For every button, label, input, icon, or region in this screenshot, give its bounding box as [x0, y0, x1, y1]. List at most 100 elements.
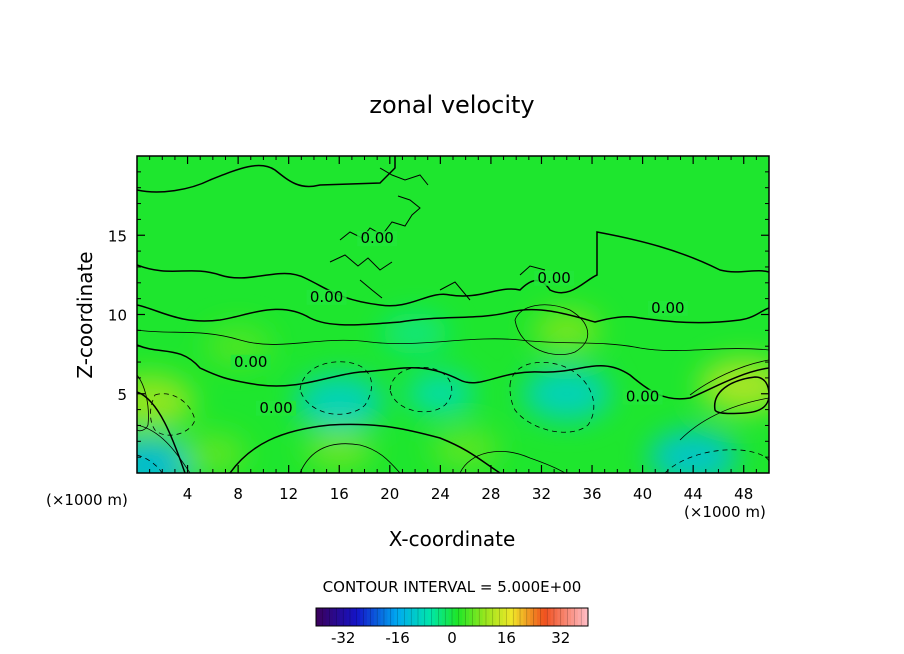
- colorbar-cell: [554, 608, 558, 626]
- colorbar: -32 -16 0 16 32: [315, 607, 589, 647]
- colorbar-cell: [418, 608, 422, 626]
- colorbar-cell: [326, 608, 331, 626]
- velocity-blob: [295, 374, 384, 429]
- colorbar-cell: [557, 608, 562, 626]
- colorbar-cell: [530, 608, 535, 626]
- colorbar-cell: [571, 608, 575, 626]
- colorbar-cell: [455, 608, 460, 626]
- colorbar-cell: [537, 608, 541, 626]
- colorbar-cell: [584, 608, 589, 626]
- colorbar-cell: [350, 608, 354, 626]
- colorbar-cell: [560, 608, 565, 626]
- colorbar-cell: [452, 608, 456, 626]
- x-tick-label: 12: [279, 485, 298, 503]
- colorbar-cell: [390, 608, 395, 626]
- negative-contour-2: [389, 366, 453, 413]
- velocity-blob: [179, 433, 247, 473]
- velocity-blob: [305, 428, 374, 471]
- colorbar-cell: [577, 608, 582, 626]
- negative-contour-1: [299, 361, 372, 415]
- x-tick-label: 4: [183, 485, 193, 503]
- colorbar-cell: [360, 608, 365, 626]
- negative-contours: [137, 361, 769, 473]
- colorbar-cell: [486, 608, 490, 626]
- colorbar-cell: [438, 608, 443, 626]
- negative-contour-5: [137, 454, 163, 473]
- colorbar-cell: [397, 608, 402, 626]
- zero-contour-bottom: [137, 344, 769, 400]
- colorbar-cell: [428, 608, 433, 626]
- colorbar-cell: [316, 608, 320, 626]
- colorbar-tick-label: 32: [551, 629, 570, 647]
- colorbar-tick-label: 0: [447, 629, 457, 647]
- x-tick-label: 36: [582, 485, 601, 503]
- colorbar-cell: [564, 608, 569, 626]
- contour-interval-text: CONTOUR INTERVAL = 5.000E+00: [323, 578, 582, 596]
- x-tick-label: 24: [431, 485, 450, 503]
- x-tick-label: 40: [633, 485, 652, 503]
- colorbar-cell: [479, 608, 484, 626]
- colorbar-cell: [435, 608, 439, 626]
- colorbar-tick-label: -16: [385, 629, 410, 647]
- contour-noise-b: [329, 254, 546, 301]
- velocity-blob: [532, 309, 601, 352]
- colorbar-cell: [475, 608, 480, 626]
- contour-label-bg: [256, 400, 297, 416]
- colorbar-cell: [411, 608, 416, 626]
- colorbar-cell: [533, 608, 538, 626]
- colorbar-cell: [387, 608, 392, 626]
- colorbar-cell: [370, 608, 375, 626]
- x-unit-left: (×1000 m): [46, 491, 128, 509]
- colorbar-cell: [523, 608, 528, 626]
- colorbar-cell: [377, 608, 382, 626]
- contour-thin-a: [137, 329, 769, 351]
- colorbar-cell: [513, 608, 518, 626]
- colorbar-cell: [458, 608, 463, 626]
- x-tick-label: 48: [734, 485, 753, 503]
- y-tick-label: 10: [108, 307, 127, 325]
- velocity-blob: [406, 372, 475, 415]
- y-axis-label: Z-coordinate: [73, 251, 97, 378]
- contour-label-bg: [230, 354, 271, 370]
- contour-label: 0.00: [360, 229, 393, 247]
- colorbar-cell: [503, 608, 507, 626]
- colorbar-cell: [448, 608, 453, 626]
- colorbar-cell: [339, 608, 344, 626]
- contour-label-bg: [306, 289, 347, 305]
- x-tick-label: 8: [233, 485, 243, 503]
- contour-label: 0.00: [537, 269, 570, 287]
- colorbar-cell: [540, 608, 545, 626]
- colorbar-cell: [441, 608, 446, 626]
- colorbar-cell: [322, 608, 327, 626]
- colorbar-tick-label: -32: [331, 629, 356, 647]
- colorbar-cell: [574, 608, 579, 626]
- x-tick-label: 32: [532, 485, 551, 503]
- zero-contour-middle: [137, 231, 769, 307]
- negative-contour-6: [150, 393, 196, 436]
- colorbar-cell: [482, 608, 487, 626]
- colorbar-cell: [581, 608, 586, 626]
- colorbar-cell: [516, 608, 521, 626]
- colorbar-cell: [329, 608, 334, 626]
- colorbar-cell: [424, 608, 429, 626]
- colorbar-cell: [407, 608, 412, 626]
- colorbar-cell: [462, 608, 467, 626]
- contour-label: 0.00: [310, 288, 343, 306]
- colorbar-cell: [506, 608, 511, 626]
- x-tick-label: 16: [330, 485, 349, 503]
- velocity-blob: [648, 429, 738, 473]
- colorbar-cell: [543, 608, 548, 626]
- contour-label-bg: [357, 231, 398, 247]
- colorbar-cell: [421, 608, 426, 626]
- colorbar-tick-label: 16: [497, 629, 516, 647]
- negative-contour-3: [509, 361, 595, 433]
- velocity-blob: [381, 312, 449, 355]
- colorbar-cell: [547, 608, 552, 626]
- colorbar-cell: [336, 608, 341, 626]
- y-tick-label: 15: [108, 227, 127, 245]
- plot-area: 0.000.000.000.000.000.000.00 4 8 12 16 20 24 2…: [108, 155, 770, 503]
- colorbar-cell: [469, 608, 473, 626]
- colorbar-cell: [509, 608, 514, 626]
